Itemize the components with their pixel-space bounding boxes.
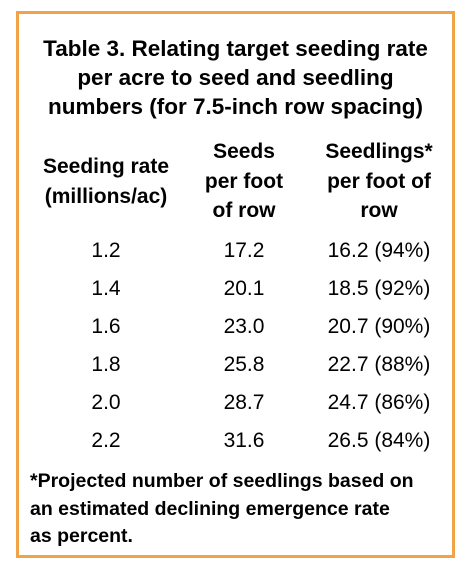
- header-line: Seedlings*: [325, 140, 433, 163]
- seeding-rate-cell: 1.4: [91, 277, 121, 300]
- seeding-rate-cell: 2.2: [91, 429, 121, 452]
- seeds-cell: 28.7: [223, 391, 265, 414]
- seedlings-cell: 20.7 (90%): [327, 315, 431, 338]
- table-row: 1.6 23.0 20.7 (90%): [19, 308, 452, 346]
- table-title-line: Table 3. Relating target seeding rate: [43, 36, 428, 61]
- table-title-line: per acre to seed and seedling: [77, 65, 394, 90]
- table-row: 1.4 20.1 18.5 (92%): [19, 270, 452, 308]
- column-header-seeding-rate: Seeding rate (millions/ac): [31, 152, 181, 211]
- footnote-line: an estimated declining emergence rate: [30, 497, 390, 520]
- seedlings-cell: 22.7 (88%): [327, 353, 431, 376]
- seeding-rate-cell: 1.2: [91, 239, 121, 262]
- table-title: Table 3. Relating target seeding rate pe…: [19, 34, 452, 121]
- footnote-line: *Projected number of seedlings based on: [30, 470, 414, 492]
- header-line: Seeds: [213, 140, 275, 163]
- seeds-cell: 17.2: [223, 239, 265, 262]
- header-line: per foot of: [327, 169, 431, 193]
- seeds-cell: 25.8: [223, 353, 265, 376]
- footnote-line: as percent.: [30, 525, 133, 547]
- seeding-rate-table: Table 3. Relating target seeding rate pe…: [16, 11, 455, 558]
- seedlings-cell: 18.5 (92%): [327, 277, 431, 300]
- table-footnote: *Projected number of seedlings based on …: [30, 468, 454, 551]
- seedlings-cell: 26.5 (84%): [327, 429, 431, 452]
- header-line: row: [360, 199, 398, 222]
- seedlings-cell: 24.7 (86%): [327, 391, 431, 414]
- seeding-rate-cell: 2.0: [91, 391, 121, 414]
- header-line: Seeding rate: [42, 155, 170, 178]
- seeds-cell: 31.6: [223, 429, 265, 452]
- seeding-rate-cell: 1.6: [91, 315, 121, 338]
- header-line: of row: [212, 199, 276, 222]
- table-body: 1.2 17.2 16.2 (94%) 1.4 20.1 18.5 (92%) …: [19, 232, 452, 460]
- header-line: per foot: [204, 169, 284, 193]
- table-row: 2.0 28.7 24.7 (86%): [19, 384, 452, 422]
- table-row: 2.2 31.6 26.5 (84%): [19, 422, 452, 460]
- table-title-line: numbers (for 7.5-inch row spacing): [47, 94, 424, 119]
- seeds-cell: 20.1: [223, 277, 265, 300]
- seedlings-cell: 16.2 (94%): [327, 239, 431, 262]
- table-row: 1.2 17.2 16.2 (94%): [19, 232, 452, 270]
- table-row: 1.8 25.8 22.7 (88%): [19, 346, 452, 384]
- header-line: (millions/ac): [44, 184, 168, 208]
- seeds-cell: 23.0: [223, 315, 265, 338]
- column-header-seeds: Seeds per foot of row: [191, 137, 297, 226]
- column-header-seedlings: Seedlings* per foot of row: [300, 137, 458, 226]
- seeding-rate-cell: 1.8: [91, 353, 121, 376]
